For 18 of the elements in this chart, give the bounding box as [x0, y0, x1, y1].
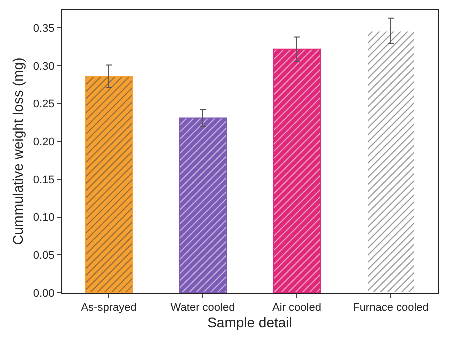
bar: [367, 30, 415, 293]
x-tick-label: As-sprayed: [81, 302, 137, 314]
x-axis-title: Sample detail: [208, 314, 292, 330]
y-tick-label: 0.15: [33, 174, 55, 186]
y-tick-label: 0.05: [33, 250, 55, 262]
y-tick-label: 0.35: [33, 23, 55, 36]
y-axis-title: Cummulative weight loss (mg): [10, 58, 26, 246]
y-tick-label: 0.00: [33, 288, 55, 300]
bar: [85, 76, 133, 293]
x-tick-label: Air cooled: [272, 302, 322, 314]
y-tick-label: 0.10: [33, 212, 55, 224]
y-tick-label: 0.20: [33, 136, 55, 149]
bar: [273, 48, 321, 293]
bar: [179, 118, 227, 293]
y-tick-label: 0.30: [33, 60, 55, 73]
x-tick-label: Water cooled: [170, 302, 236, 314]
y-tick-label: 0.25: [33, 98, 55, 111]
x-tick-label: Furnace cooled: [353, 302, 429, 314]
